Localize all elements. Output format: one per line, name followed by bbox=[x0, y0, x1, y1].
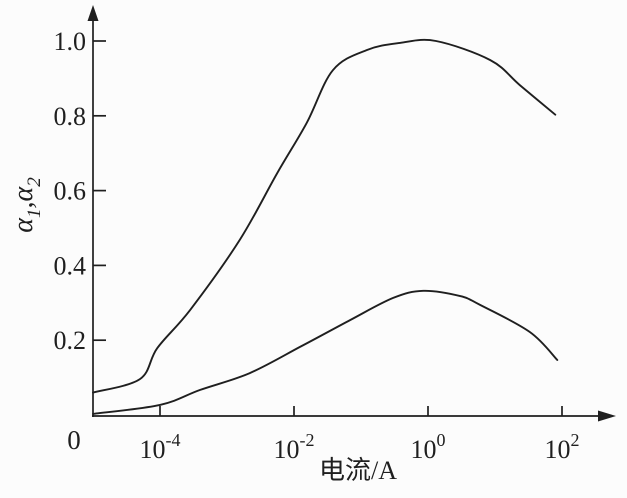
x-origin-label: 0 bbox=[67, 425, 81, 455]
y-tick-label: 0.4 bbox=[54, 251, 87, 280]
y-axis-title: α1,α2 bbox=[8, 177, 45, 233]
x-tick-label: 100 bbox=[411, 430, 446, 464]
y-tick-label: 1.0 bbox=[54, 27, 87, 56]
y-axis-arrowhead-icon bbox=[87, 5, 99, 21]
curve-upper-curve bbox=[92, 38, 557, 394]
y-tick-label: 0.2 bbox=[54, 326, 87, 355]
x-axis-arrowhead-icon bbox=[598, 410, 616, 422]
y-tick-label: 0.6 bbox=[54, 177, 87, 206]
x-tick-label: 10-2 bbox=[274, 430, 315, 464]
x-tick-label: 10-4 bbox=[140, 430, 181, 464]
x-tick-label: 102 bbox=[545, 430, 580, 464]
curve-lower-curve bbox=[92, 289, 559, 415]
x-axis-title: 电流/A bbox=[319, 456, 397, 485]
y-tick-label: 0.8 bbox=[54, 102, 87, 131]
